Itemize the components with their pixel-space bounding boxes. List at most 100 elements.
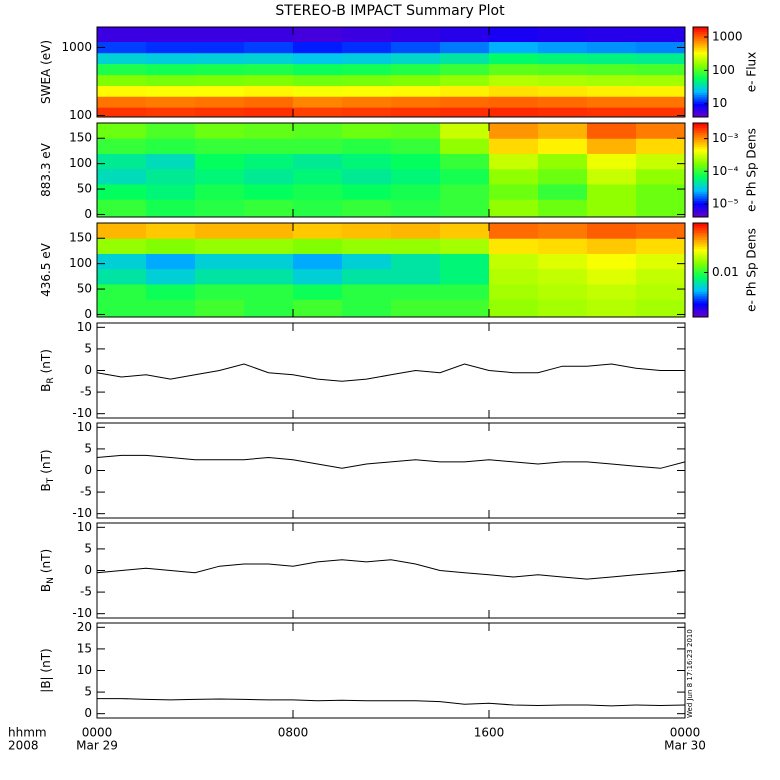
x-tick-label: 0800: [278, 726, 309, 740]
heatmap-cell: [195, 107, 245, 118]
heatmap-cell: [587, 199, 637, 218]
y-label-main: B: [39, 483, 53, 491]
heatmap-cell: [195, 123, 245, 139]
colorbar-swatch: [693, 31, 708, 35]
heatmap-cell: [293, 85, 343, 97]
heatmap-cell: [146, 107, 196, 118]
colorbar-swatch: [693, 67, 708, 71]
heatmap-cell: [587, 96, 637, 108]
heatmap-cell: [391, 96, 441, 108]
data-line: [96, 559, 686, 580]
heatmap-cell: [538, 27, 588, 42]
heatmap-cell: [636, 168, 686, 185]
heatmap-cell: [146, 168, 196, 185]
y-tick-label: 50: [77, 282, 92, 296]
y-axis-label: BT (nT): [39, 449, 56, 491]
heatmap-cell: [97, 107, 147, 118]
heatmap-cell: [195, 183, 245, 200]
heatmap-cell: [97, 223, 147, 239]
heatmap-cell: [587, 268, 637, 285]
colorbar-swatch: [693, 165, 708, 169]
heatmap-cell: [440, 199, 490, 218]
colorbar-swatch: [693, 255, 708, 259]
heatmap-cell: [244, 96, 294, 108]
heatmap-cell: [440, 63, 490, 76]
heatmap-cell: [636, 85, 686, 97]
heatmap-cell: [391, 107, 441, 118]
colorbar-swatch: [693, 207, 708, 211]
heatmap-cell: [195, 27, 245, 42]
heatmap-cell: [146, 299, 196, 318]
heatmap-cell: [587, 168, 637, 185]
heatmap-cell: [391, 153, 441, 170]
heatmap-cell: [244, 238, 294, 254]
heatmap-cell: [293, 138, 343, 154]
heatmap-cell: [440, 52, 490, 65]
colorbar-swatch: [693, 227, 708, 231]
heatmap-cell: [293, 168, 343, 185]
heatmap-cell: [587, 223, 637, 239]
heatmap-cell: [97, 123, 147, 139]
y-tick-label: -10: [72, 606, 92, 620]
colorbar-swatch: [693, 56, 708, 59]
colorbar-swatch: [693, 258, 708, 262]
colorbar-swatch: [693, 72, 708, 75]
colorbar-swatch: [693, 179, 708, 183]
colorbar-swatch: [693, 132, 708, 136]
colorbar-swatch: [693, 146, 708, 150]
heatmap-cell: [489, 123, 539, 139]
colorbar-swatch: [693, 244, 708, 247]
heatmap-cell: [244, 268, 294, 285]
heatmap-cell: [342, 138, 392, 154]
heatmap-cell: [538, 199, 588, 218]
colorbar-swatch: [693, 214, 708, 218]
heatmap-cell: [538, 52, 588, 65]
colorbar-swatch: [693, 184, 708, 187]
y-label-main: 436.5 eV: [39, 242, 53, 297]
heatmap-cell: [440, 168, 490, 185]
colorbar-swatch: [693, 83, 708, 86]
panel-frame: [96, 322, 686, 419]
heatmap-cell: [538, 107, 588, 118]
timestamp: Wed Jun 8 17:16:23 2010: [686, 629, 694, 718]
heatmap-cell: [587, 299, 637, 318]
colorbar-tick-label: 10⁻³: [712, 131, 739, 145]
colorbar-swatch: [693, 295, 708, 299]
heatmap-cell: [538, 183, 588, 200]
heatmap-cell: [97, 85, 147, 97]
y-tick-label: 100: [69, 156, 92, 170]
y-label-main: 883.3 eV: [39, 142, 53, 197]
colorbar-swatch: [693, 155, 708, 159]
colorbar-swatch: [693, 293, 708, 297]
heatmap-cell: [293, 63, 343, 76]
heatmap-cell: [440, 85, 490, 97]
colorbar-swatch: [693, 305, 708, 309]
colorbar-swatch: [693, 237, 708, 240]
heatmap-cell: [195, 41, 245, 54]
colorbar-swatch: [693, 174, 708, 178]
heatmap-cell: [97, 238, 147, 254]
y-tick-label: 10: [77, 420, 92, 434]
heatmap-cell: [538, 299, 588, 318]
heatmap-cell: [391, 238, 441, 254]
heatmap-cell: [97, 299, 147, 318]
panel-frame: [96, 122, 686, 218]
heatmap-cell: [97, 27, 147, 42]
heatmap-cell: [391, 283, 441, 300]
heatmap-cell: [489, 238, 539, 254]
heatmap-cell: [391, 52, 441, 65]
colorbar-swatch: [693, 54, 708, 57]
colorbar-swatch: [693, 270, 708, 273]
colorbar-frame: [692, 122, 709, 218]
heatmap-cell: [636, 107, 686, 118]
heatmap-cell: [244, 253, 294, 270]
panel-frame: [96, 422, 686, 519]
y-tick-label: 5: [84, 541, 92, 555]
heatmap-cell: [489, 283, 539, 300]
heatmap-cell: [97, 268, 147, 285]
heatmap-cell: [391, 268, 441, 285]
data-line: [96, 454, 686, 469]
heatmap-cell: [195, 299, 245, 318]
x-axis-label: hhmm: [8, 726, 47, 740]
colorbar-swatch: [693, 198, 708, 202]
